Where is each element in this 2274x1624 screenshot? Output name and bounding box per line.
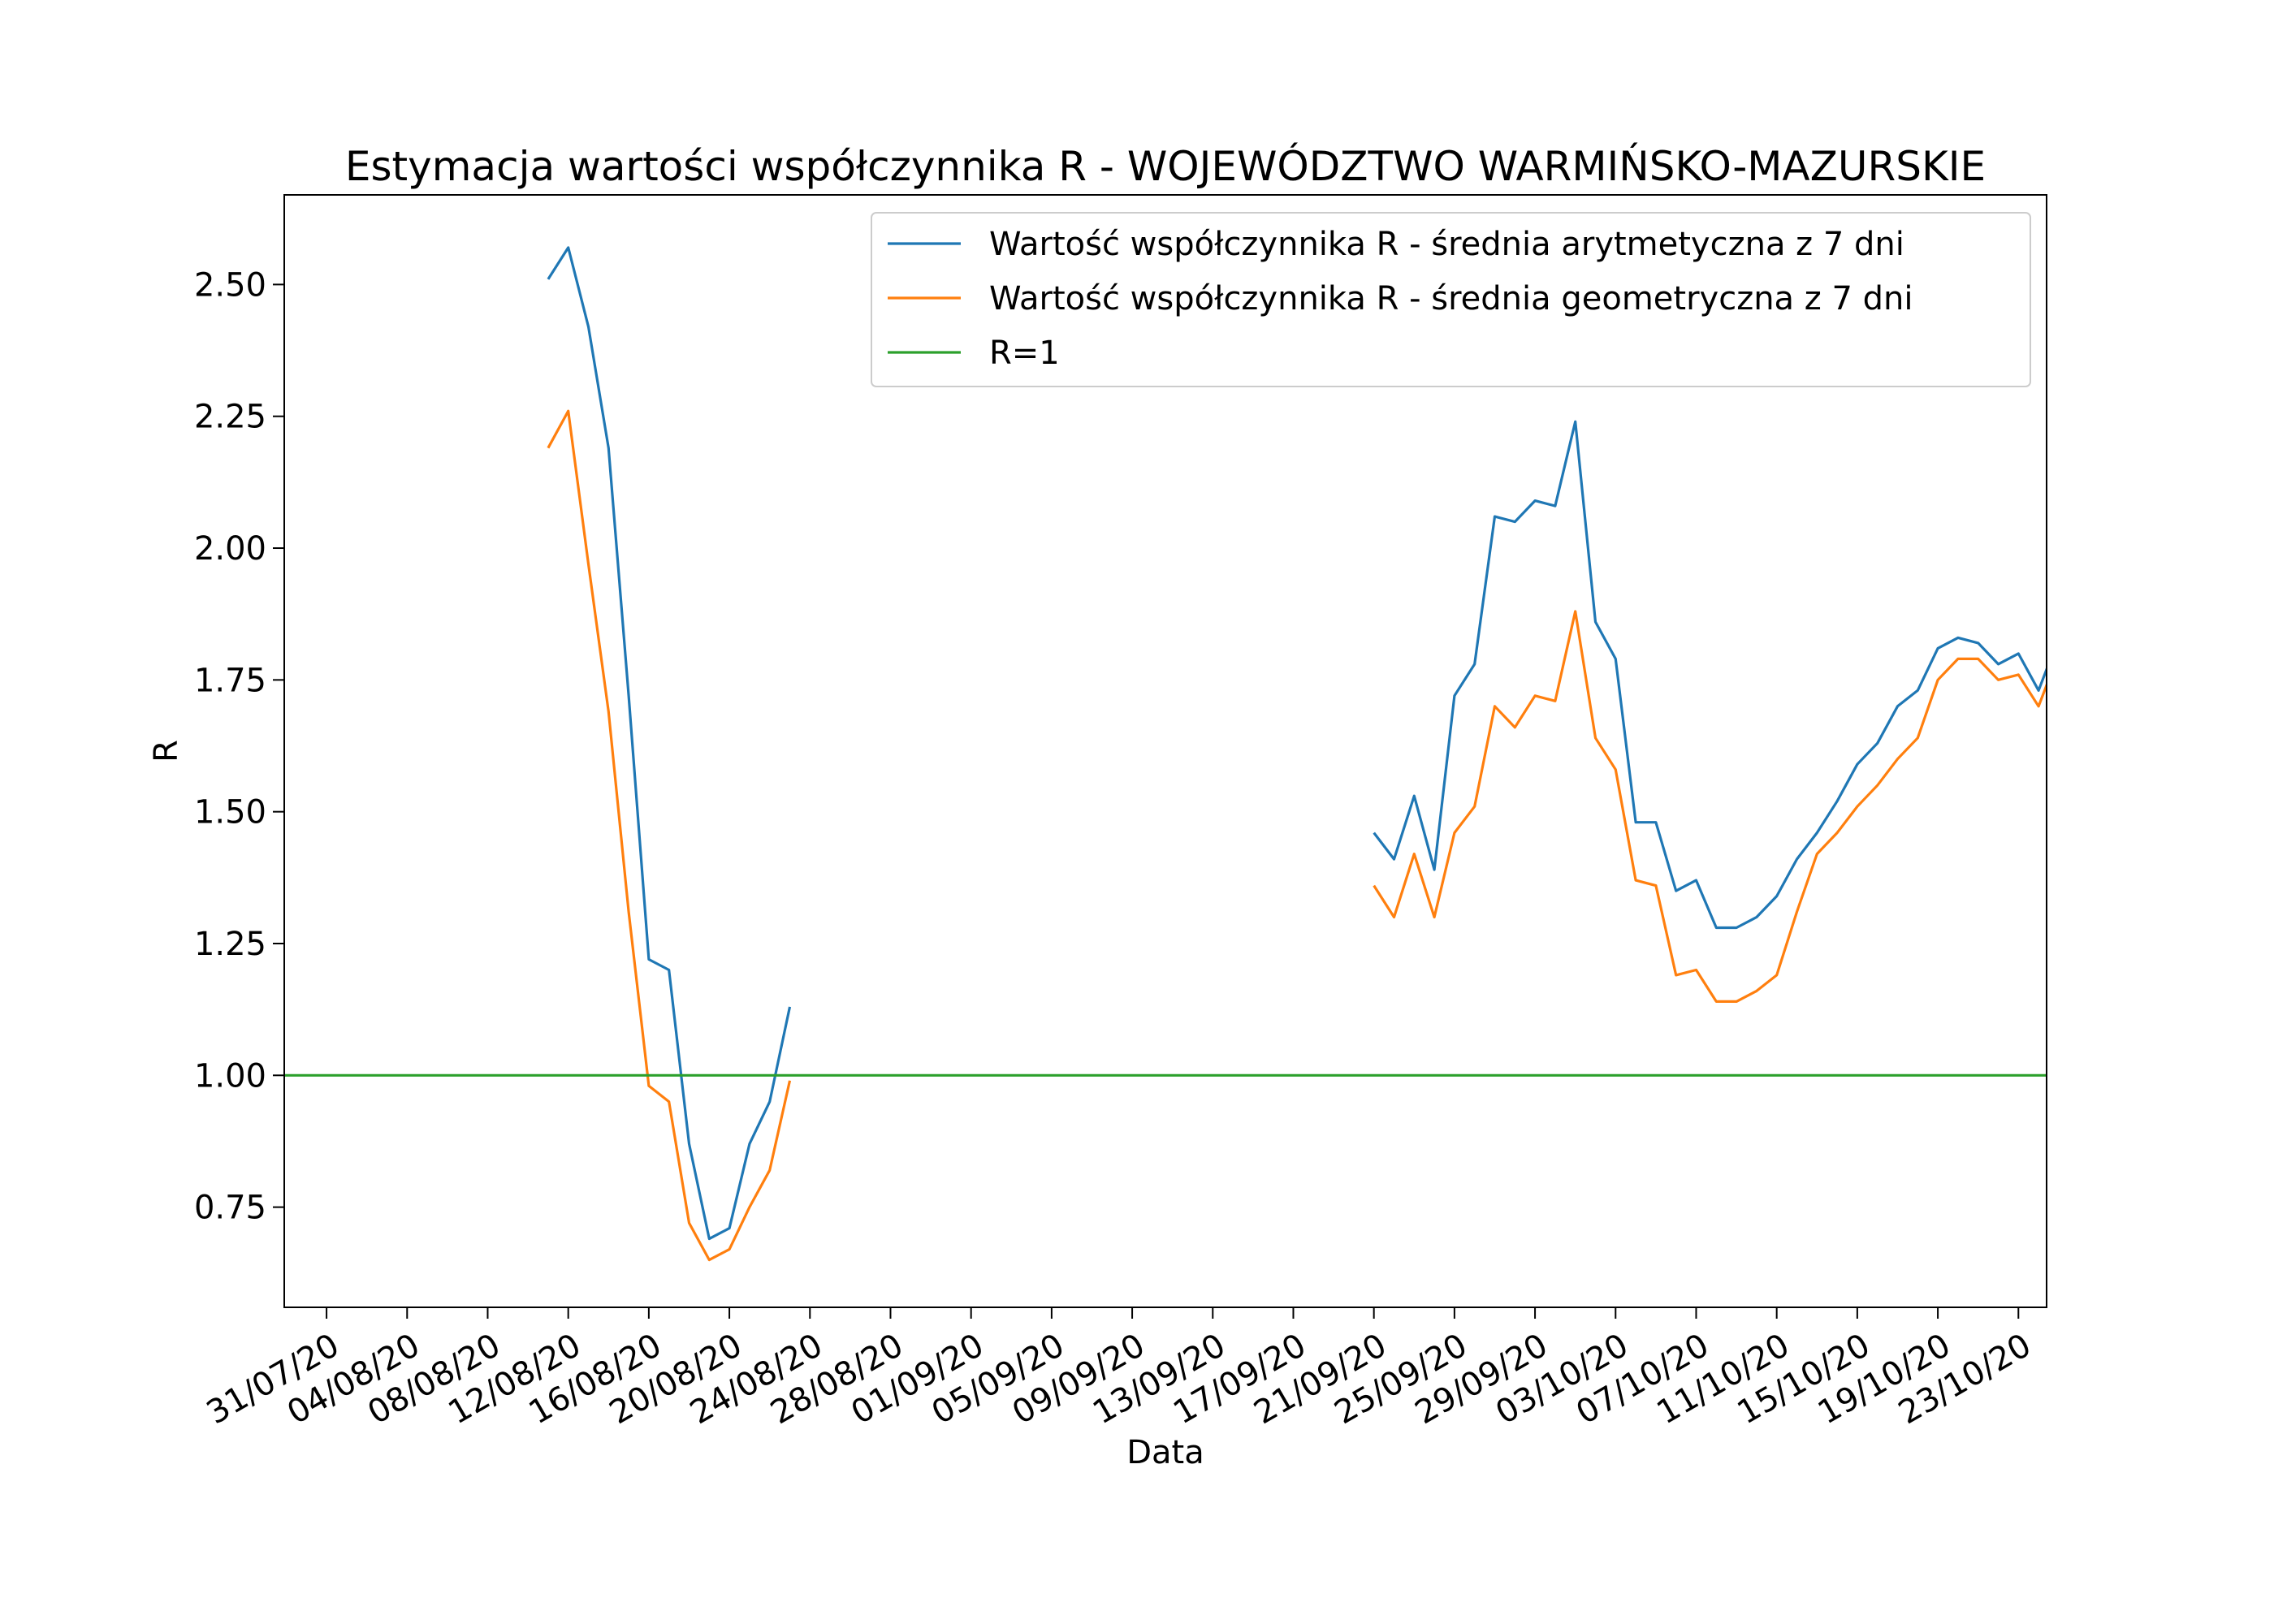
legend-label-geometric: Wartość współczynnika R - średnia geomet…	[989, 280, 1913, 317]
legend: Wartość współczynnika R - średnia arytme…	[871, 213, 2030, 387]
legend-label-r1: R=1	[989, 335, 1060, 372]
y-tick-label: 0.75	[194, 1190, 266, 1227]
legend-label-arithmetic: Wartość współczynnika R - średnia arytme…	[989, 226, 1904, 263]
x-axis-label: Data	[1126, 1434, 1204, 1471]
y-tick-label: 1.50	[194, 794, 266, 831]
y-tick-label: 1.25	[194, 926, 266, 963]
y-axis-label: R	[148, 740, 185, 762]
y-tick-label: 2.00	[194, 530, 266, 568]
y-tick-label: 1.75	[194, 662, 266, 699]
y-tick-label: 2.25	[194, 399, 266, 436]
chart-title: Estymacja wartości współczynnika R - WOJ…	[345, 142, 1986, 190]
y-tick-label: 1.00	[194, 1057, 266, 1095]
y-tick-label: 2.50	[194, 266, 266, 304]
